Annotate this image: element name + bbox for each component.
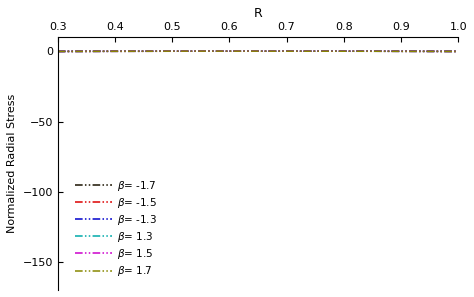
$\beta$= -1.7	[271, 49, 277, 53]
$\beta$= 1.7	[375, 50, 381, 53]
$\beta$= -1.7	[231, 49, 237, 53]
$\beta$= -1.5	[375, 49, 381, 53]
$\beta$= 1.3	[456, 50, 461, 53]
$\beta$= 1.7	[55, 50, 61, 53]
$\beta$= 1.5	[456, 50, 461, 53]
X-axis label: R: R	[254, 7, 263, 20]
$\beta$= 1.7	[456, 50, 461, 53]
$\beta$= -1.5	[267, 49, 273, 53]
Legend: $\beta$= -1.7, $\beta$= -1.5, $\beta$= -1.3, $\beta$= 1.3, $\beta$= 1.5, $\beta$: $\beta$= -1.7, $\beta$= -1.5, $\beta$= -…	[71, 174, 161, 282]
$\beta$= -1.3	[456, 50, 461, 53]
$\beta$= -1.7	[375, 49, 381, 53]
$\beta$= -1.7	[330, 49, 336, 53]
$\beta$= -1.7	[456, 50, 461, 53]
$\beta$= -1.5	[368, 49, 374, 53]
$\beta$= 1.5	[375, 50, 381, 53]
$\beta$= 1.3	[368, 50, 374, 53]
$\beta$= 1.5	[217, 49, 223, 53]
$\beta$= 1.5	[210, 49, 215, 53]
$\beta$= 1.7	[217, 49, 223, 53]
$\beta$= -1.7	[217, 49, 223, 53]
$\beta$= -1.5	[231, 49, 237, 53]
$\beta$= -1.7	[96, 50, 101, 53]
$\beta$= 1.7	[206, 49, 212, 53]
$\beta$= 1.5	[368, 50, 374, 53]
$\beta$= 1.3	[213, 49, 219, 53]
$\beta$= 1.5	[232, 49, 237, 53]
$\beta$= 1.3	[55, 50, 61, 53]
$\beta$= -1.5	[217, 49, 223, 53]
$\beta$= 1.5	[330, 49, 336, 53]
$\beta$= -1.3	[368, 49, 374, 53]
$\beta$= -1.5	[456, 50, 461, 53]
$\beta$= -1.7	[55, 50, 61, 53]
$\beta$= 1.7	[96, 50, 101, 53]
$\beta$= -1.5	[55, 50, 61, 53]
$\beta$= -1.3	[375, 49, 381, 53]
$\beta$= 1.3	[217, 49, 223, 53]
$\beta$= -1.7	[368, 49, 374, 53]
$\beta$= 1.3	[375, 50, 381, 53]
$\beta$= -1.3	[231, 49, 237, 53]
$\beta$= -1.3	[96, 50, 101, 53]
$\beta$= 1.3	[96, 50, 101, 53]
$\beta$= -1.5	[96, 50, 101, 53]
$\beta$= -1.3	[264, 49, 269, 53]
$\beta$= 1.7	[232, 49, 237, 53]
$\beta$= 1.3	[330, 49, 336, 53]
$\beta$= 1.3	[232, 49, 237, 53]
$\beta$= -1.5	[330, 49, 336, 53]
$\beta$= -1.3	[330, 49, 336, 53]
$\beta$= -1.3	[217, 49, 223, 53]
$\beta$= 1.5	[55, 50, 61, 53]
$\beta$= 1.7	[368, 50, 374, 53]
Y-axis label: Normalized Radial Stress: Normalized Radial Stress	[7, 94, 17, 233]
$\beta$= 1.5	[96, 50, 101, 53]
$\beta$= 1.7	[330, 49, 336, 53]
$\beta$= -1.3	[55, 50, 61, 53]
